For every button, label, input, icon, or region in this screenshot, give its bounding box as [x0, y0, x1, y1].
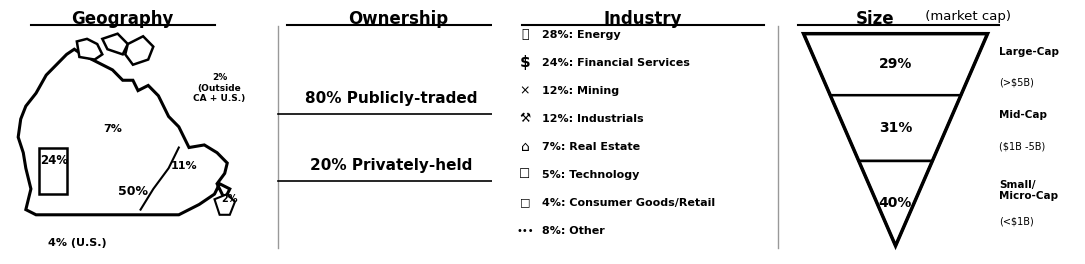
Polygon shape — [77, 39, 102, 60]
Polygon shape — [102, 34, 128, 54]
Text: 4%: Consumer Goods/Retail: 4%: Consumer Goods/Retail — [542, 198, 715, 208]
Text: ⨯: ⨯ — [520, 84, 531, 97]
Text: (<$1B): (<$1B) — [999, 216, 1034, 227]
Polygon shape — [804, 34, 987, 95]
Text: 4% (U.S.): 4% (U.S.) — [48, 238, 106, 248]
Text: Geography: Geography — [72, 10, 174, 29]
Text: 5%: Technology: 5%: Technology — [542, 170, 639, 180]
Text: 2%
(Outside
CA + U.S.): 2% (Outside CA + U.S.) — [193, 73, 245, 103]
Polygon shape — [39, 148, 66, 194]
Text: $: $ — [520, 55, 531, 70]
Text: ⚒: ⚒ — [520, 112, 531, 125]
Text: 2%: 2% — [221, 194, 238, 204]
Text: 40%: 40% — [879, 196, 912, 210]
Text: □: □ — [520, 198, 531, 208]
Text: (>$5B): (>$5B) — [999, 78, 1034, 88]
Text: 24%: 24% — [40, 154, 68, 167]
Polygon shape — [18, 49, 230, 215]
Text: ($1B -5B): ($1B -5B) — [999, 141, 1045, 151]
Polygon shape — [125, 36, 153, 65]
Text: 50%: 50% — [118, 185, 148, 198]
Text: 20% Privately-held: 20% Privately-held — [310, 158, 473, 173]
Text: 80% Publicly-traded: 80% Publicly-traded — [305, 91, 477, 106]
Text: (market cap): (market cap) — [921, 10, 1011, 23]
Text: 24%: Financial Services: 24%: Financial Services — [542, 58, 690, 68]
Text: ☐: ☐ — [520, 168, 531, 181]
Text: ⌂: ⌂ — [521, 140, 529, 154]
Text: 12%: Industrials: 12%: Industrials — [542, 114, 643, 124]
Text: 29%: 29% — [879, 58, 912, 72]
Text: 7%: Real Estate: 7%: Real Estate — [542, 142, 640, 152]
Polygon shape — [215, 194, 234, 215]
Text: Size: Size — [855, 10, 894, 29]
Text: Small/
Micro-Cap: Small/ Micro-Cap — [999, 180, 1058, 201]
Text: ⛏: ⛏ — [521, 29, 528, 41]
Polygon shape — [830, 95, 961, 161]
Text: Large-Cap: Large-Cap — [999, 46, 1059, 56]
Text: Ownership: Ownership — [348, 10, 448, 29]
Text: •••: ••• — [516, 225, 534, 235]
Text: Mid-Cap: Mid-Cap — [999, 110, 1047, 120]
Text: 8%: Other: 8%: Other — [542, 225, 605, 235]
Text: 7%: 7% — [103, 124, 122, 134]
Text: 28%: Energy: 28%: Energy — [542, 30, 621, 40]
Text: 11%: 11% — [170, 161, 197, 171]
Text: Industry: Industry — [603, 10, 682, 29]
Text: 12%: Mining: 12%: Mining — [542, 86, 620, 96]
Polygon shape — [858, 161, 932, 246]
Text: 31%: 31% — [879, 121, 912, 135]
